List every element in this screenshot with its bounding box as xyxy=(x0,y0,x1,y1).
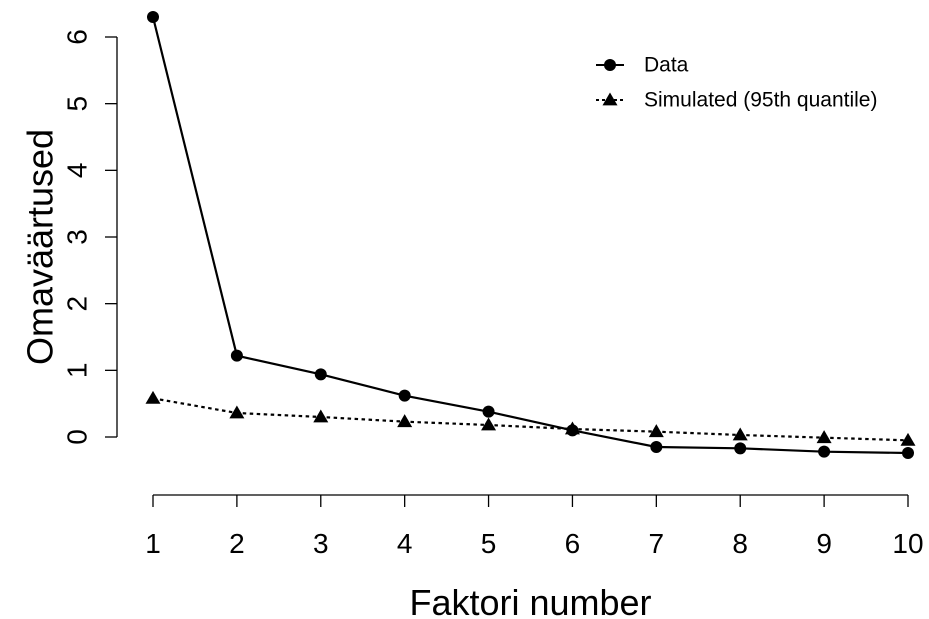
legend-item: Data xyxy=(596,54,689,77)
y-tick-label: 5 xyxy=(62,96,93,112)
x-tick-label: 4 xyxy=(397,528,413,559)
legend: Data Simulated (95th quantile) xyxy=(596,54,877,112)
data-point-circle xyxy=(482,405,495,418)
data-point-circle xyxy=(650,441,663,453)
data-point-triangle xyxy=(564,421,580,435)
data-point-circle xyxy=(147,11,159,23)
y-axis: 0 1 2 3 4 5 6 xyxy=(62,29,118,445)
data-point-triangle xyxy=(229,405,245,419)
data-point-circle xyxy=(818,445,831,458)
data-point-triangle xyxy=(145,390,161,404)
x-tick-label: 10 xyxy=(892,528,923,559)
data-point-triangle xyxy=(648,424,664,438)
series-line xyxy=(151,16,909,455)
legend-item: Simulated (95th quantile) xyxy=(596,89,877,112)
data-point-circle xyxy=(902,447,914,459)
data-point-circle xyxy=(734,442,747,455)
x-tick-label: 8 xyxy=(732,528,748,559)
legend-circle-marker xyxy=(604,59,616,71)
x-tick-label: 6 xyxy=(565,528,581,559)
x-tick-label: 5 xyxy=(481,528,497,559)
y-tick-label: 4 xyxy=(62,163,93,179)
x-tick-label: 9 xyxy=(816,528,832,559)
legend-label: Simulated (95th quantile) xyxy=(644,89,877,112)
y-axis-title: Omaväärtused xyxy=(20,129,61,365)
y-tick-label: 6 xyxy=(62,29,93,45)
series-data xyxy=(147,11,914,459)
data-point-circle xyxy=(314,368,327,381)
y-tick-label: 3 xyxy=(62,229,93,245)
x-tick-label: 2 xyxy=(229,528,245,559)
data-point-triangle xyxy=(481,417,497,431)
data-point-circle xyxy=(230,349,243,362)
x-tick-label: 7 xyxy=(649,528,665,559)
x-tick-label: 1 xyxy=(145,528,161,559)
x-axis: 1 2 3 4 5 6 7 8 9 10 xyxy=(145,494,924,559)
x-tick-label: 3 xyxy=(313,528,329,559)
data-point-triangle xyxy=(313,409,329,423)
data-point-triangle xyxy=(732,427,748,441)
series-line xyxy=(152,397,909,442)
plot-area xyxy=(145,11,916,459)
legend-label: Data xyxy=(644,54,689,77)
data-point-triangle xyxy=(900,432,916,446)
series-simulated xyxy=(145,390,916,446)
data-point-circle xyxy=(398,389,411,402)
legend-triangle-marker xyxy=(602,92,618,106)
y-tick-label: 2 xyxy=(62,296,93,312)
data-point-triangle xyxy=(397,414,413,428)
x-axis-title: Faktori number xyxy=(409,582,651,619)
y-tick-label: 1 xyxy=(62,363,93,379)
y-tick-label: 0 xyxy=(62,429,93,445)
data-point-triangle xyxy=(816,430,832,444)
